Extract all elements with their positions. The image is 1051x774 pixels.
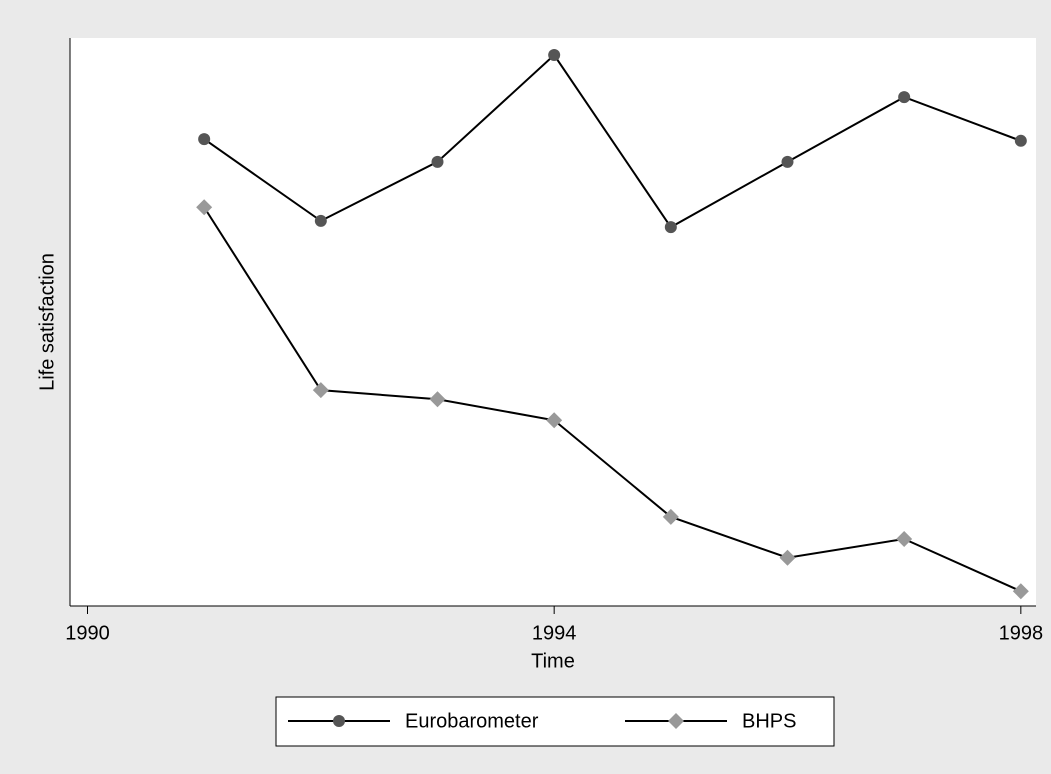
x-axis-label: Time: [531, 650, 575, 672]
data-point: [779, 549, 796, 566]
data-point: [898, 91, 911, 104]
data-point: [196, 199, 213, 216]
data-point: [662, 508, 679, 525]
data-point: [312, 382, 329, 399]
y-axis-label: Life satisfaction: [36, 253, 58, 391]
data-point: [198, 133, 211, 146]
x-tick-label: 1994: [532, 622, 577, 644]
series-line: [203, 53, 1022, 229]
data-point: [548, 49, 561, 62]
series-line: [203, 206, 1022, 593]
legend-label: BHPS: [742, 710, 796, 732]
x-tick-label: 1990: [65, 622, 110, 644]
legend-label: Eurobarometer: [405, 710, 539, 732]
legend-marker: [333, 715, 345, 727]
data-point: [781, 155, 794, 168]
data-point: [664, 221, 677, 234]
data-point: [546, 412, 563, 429]
data-point: [314, 214, 327, 227]
plot-area: [70, 38, 1036, 606]
legend-marker: [668, 713, 684, 729]
data-point: [896, 530, 913, 547]
x-tick-label: 1998: [999, 622, 1044, 644]
data-point: [429, 391, 446, 408]
data-point: [431, 155, 444, 168]
data-point: [1012, 583, 1029, 600]
data-point: [1014, 134, 1027, 147]
